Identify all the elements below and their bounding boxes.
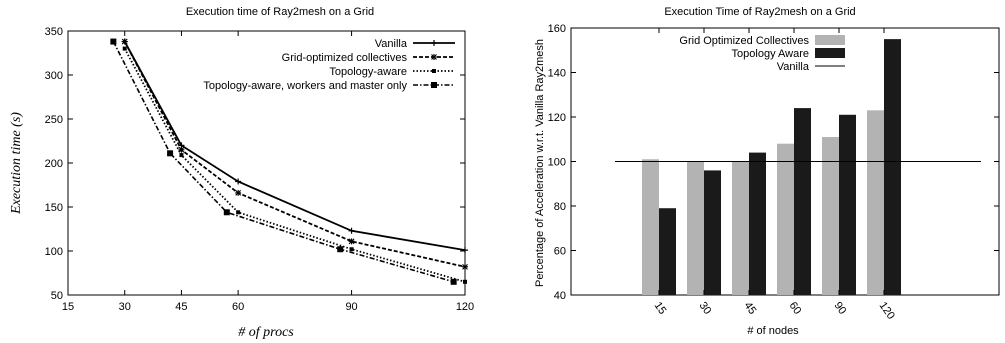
legend-label: Vanilla — [375, 38, 408, 50]
bar-topology-aware — [749, 152, 766, 295]
data-point — [462, 247, 468, 254]
y-tick-label: 350 — [45, 26, 63, 38]
legend-label: Vanilla — [777, 61, 810, 73]
legend-swatch — [815, 48, 845, 58]
bar-grid-optimized — [822, 137, 839, 295]
y-tick-label: 40 — [554, 290, 566, 302]
y-tick-label: 100 — [45, 246, 63, 258]
line-chart: Execution time of Ray2mesh on a Grid 501… — [9, 6, 474, 340]
data-point — [167, 150, 174, 157]
bar-grid-optimized — [777, 143, 794, 295]
x-tick-label: 90 — [345, 301, 357, 313]
y-tick-label: 120 — [548, 112, 566, 124]
y-tick-label: 140 — [548, 68, 566, 80]
chart-title: Execution time of Ray2mesh on a Grid — [186, 6, 374, 18]
x-tick-label: 15 — [652, 300, 669, 317]
y-tick-label: 300 — [45, 70, 63, 82]
bar-grid-optimized — [732, 161, 749, 295]
x-tick-label: 30 — [119, 301, 131, 313]
x-tick-label: 45 — [742, 300, 759, 317]
legend-label: Topology Aware — [732, 48, 809, 60]
chart-title: Execution Time of Ray2mesh on a Grid — [664, 6, 855, 18]
series-line-2 — [123, 41, 466, 268]
legend-label: Topology-aware, workers and master only — [203, 80, 407, 92]
data-point — [349, 247, 354, 252]
bar-chart: Execution Time of Ray2mesh on a Grid 40 6… — [534, 6, 1000, 337]
x-axis-label: # of procs — [238, 325, 294, 340]
x-tick-label: 15 — [62, 301, 74, 313]
legend-swatch — [815, 35, 845, 45]
data-point — [235, 189, 242, 196]
y-tick-label: 160 — [548, 23, 566, 35]
data-point — [348, 238, 355, 245]
data-point — [178, 146, 185, 153]
data-point — [450, 278, 457, 285]
bar-topology-aware — [794, 108, 811, 295]
data-point — [337, 246, 344, 253]
data-point — [235, 178, 242, 185]
x-tick-label: 120 — [877, 300, 897, 322]
data-point — [462, 263, 468, 270]
data-point — [223, 209, 230, 216]
y-tick-label: 150 — [45, 202, 63, 214]
bar-topology-aware — [659, 208, 676, 295]
data-point — [348, 227, 355, 234]
y-tick-label: 50 — [51, 290, 63, 302]
data-point — [179, 153, 184, 158]
legend-marker — [432, 69, 436, 73]
legend-marker — [431, 82, 437, 88]
bar-grid-optimized — [642, 159, 659, 295]
x-tick-label: 90 — [832, 300, 849, 317]
x-tick-label: 45 — [175, 301, 187, 313]
bar-grid-optimized — [687, 161, 704, 295]
y-tick-label: 80 — [554, 201, 566, 213]
x-tick-label: 60 — [787, 300, 804, 317]
bar-topology-aware — [839, 114, 856, 296]
data-point — [110, 38, 117, 45]
y-tick-label: 250 — [45, 114, 63, 126]
y-axis-label: Execution time (s) — [9, 112, 24, 215]
bar-grid-optimized — [867, 110, 884, 295]
data-point — [236, 210, 241, 215]
x-tick-label: 60 — [232, 301, 244, 313]
legend-label: Grid-optimized collectives — [282, 52, 408, 64]
x-tick-label: 120 — [456, 301, 474, 313]
legend-marker — [431, 40, 437, 46]
y-tick-label: 100 — [548, 157, 566, 169]
x-axis-label: # of nodes — [747, 325, 799, 337]
y-axis-label: Percentage of Acceleration w.r.t. Vanill… — [534, 39, 546, 287]
legend-label: Grid Optimized Collectives — [679, 35, 809, 47]
legend-label: Topology-aware — [329, 66, 407, 78]
data-point — [121, 38, 128, 45]
data-point — [122, 46, 127, 51]
x-tick-label: 30 — [697, 300, 714, 317]
y-tick-label: 60 — [554, 246, 566, 258]
bar-topology-aware — [884, 39, 901, 295]
bar-topology-aware — [704, 170, 721, 295]
data-point — [463, 279, 467, 284]
y-tick-label: 200 — [45, 158, 63, 170]
legend-marker — [431, 54, 437, 60]
